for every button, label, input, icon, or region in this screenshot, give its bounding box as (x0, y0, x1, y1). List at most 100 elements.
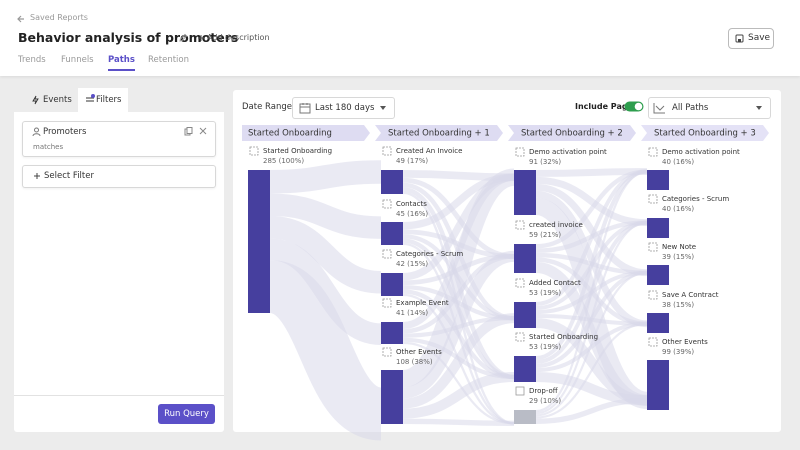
tab[interactable]: Paths (108, 55, 135, 71)
node-count: 39 (15%) (662, 253, 694, 261)
node-icon (382, 199, 392, 209)
add-description[interactable]: Add description (207, 33, 270, 42)
select-filter-label: Select Filter (44, 171, 94, 181)
filter-actions[interactable] (184, 127, 212, 137)
path-node-bar (514, 356, 536, 382)
node-icon (515, 278, 525, 288)
node-icon (382, 249, 392, 259)
filter-operator[interactable]: matches (33, 143, 64, 151)
flow (401, 168, 516, 388)
node-count: 99 (39%) (662, 348, 694, 356)
filters-tab[interactable]: Filters (96, 95, 122, 105)
flow (402, 250, 515, 399)
select-filter[interactable]: Select Filter (22, 165, 216, 188)
header-bar: Saved Reports Behavior analysis of promo… (0, 0, 800, 76)
flow (269, 193, 382, 239)
path-node-bar (647, 313, 669, 333)
node-count: 53 (19%) (529, 343, 561, 351)
path-node-bar (647, 218, 669, 238)
caret (380, 106, 386, 110)
column-header: Started Onboarding (248, 129, 332, 139)
plus-icon (34, 173, 40, 179)
date-range-value: Last 180 days (315, 103, 375, 113)
breadcrumb[interactable]: Saved Reports (30, 13, 88, 22)
edit-icon[interactable] (178, 33, 188, 43)
report-title: Behavior analysis of promoters (18, 30, 239, 45)
node-label: Demo activation point (662, 148, 740, 156)
node-label: Other Events (396, 348, 442, 356)
flow (402, 313, 515, 409)
column-header-bg (375, 125, 503, 141)
node-label: Categories - Scrum (396, 250, 463, 258)
node-count: 59 (21%) (529, 231, 561, 239)
node-count: 285 (100%) (263, 157, 304, 165)
path-node-bar (514, 410, 536, 424)
column-header: Started Onboarding + 3 (654, 129, 756, 139)
node-count: 45 (16%) (396, 210, 428, 218)
events-tab[interactable]: Events (43, 95, 72, 105)
filter-name[interactable]: Promoters (43, 127, 87, 137)
plus-icon (198, 35, 204, 41)
flow (535, 176, 648, 227)
flows (266, 160, 649, 441)
path-node-bar (647, 170, 669, 190)
node-label: New Note (662, 243, 696, 251)
calendar-icon (299, 103, 311, 114)
flow (535, 183, 648, 277)
path-node-bar (381, 222, 403, 245)
node-label: Started Onboarding (529, 333, 598, 341)
node-icon (648, 337, 658, 347)
node-label: Drop-off (529, 387, 558, 395)
node-icon (648, 147, 658, 157)
tab[interactable]: Trends (18, 55, 46, 65)
date-range-dropdown[interactable]: Last 180 days (292, 97, 395, 119)
path-node-bar (381, 273, 403, 296)
node-icon (515, 220, 525, 230)
events-icon (32, 95, 39, 105)
flow (266, 260, 385, 441)
run-query-label: Run Query (164, 409, 209, 419)
node-label: Example Event (396, 299, 449, 307)
path-node-bar (381, 170, 403, 194)
paths-dropdown[interactable]: All Paths (648, 97, 771, 119)
node-icon (382, 298, 392, 308)
node-icon (249, 146, 259, 156)
node-icon (515, 147, 525, 157)
save-button[interactable]: Save (728, 28, 774, 49)
flow (269, 160, 382, 194)
node-label: Demo activation point (529, 148, 607, 156)
node-count: 91 (32%) (529, 158, 561, 166)
run-query-button[interactable]: Run Query (158, 404, 215, 424)
path-node-bar (514, 302, 536, 328)
node-icon (648, 242, 658, 252)
node-count: 108 (38%) (396, 358, 433, 366)
node-label: created invoice (529, 221, 583, 229)
flow (268, 238, 383, 345)
path-node-bar (647, 265, 669, 285)
save-label: Save (748, 33, 771, 43)
node-icon (382, 347, 392, 357)
node-label: Created An Invoice (396, 147, 462, 155)
include-pages-toggle[interactable] (624, 101, 644, 112)
events-tab-bg (14, 88, 78, 112)
tab[interactable]: Retention (148, 55, 189, 65)
flow (535, 170, 648, 413)
path-node-bar (647, 360, 669, 410)
column-header: Started Onboarding + 1 (388, 129, 490, 139)
path-node-bar (514, 244, 536, 273)
node-count: 49 (17%) (396, 157, 428, 165)
node-icon (515, 386, 525, 396)
chart-icon (653, 103, 665, 114)
back-icon[interactable] (16, 14, 26, 24)
tab[interactable]: Funnels (61, 55, 94, 65)
save-icon (735, 34, 744, 43)
flow (402, 418, 515, 426)
node-icon (648, 290, 658, 300)
flow (402, 371, 515, 419)
flow (402, 341, 515, 425)
column-header-bg (641, 125, 769, 141)
path-node-bar (248, 170, 270, 313)
flow (535, 397, 648, 425)
node-count: 42 (15%) (396, 260, 428, 268)
